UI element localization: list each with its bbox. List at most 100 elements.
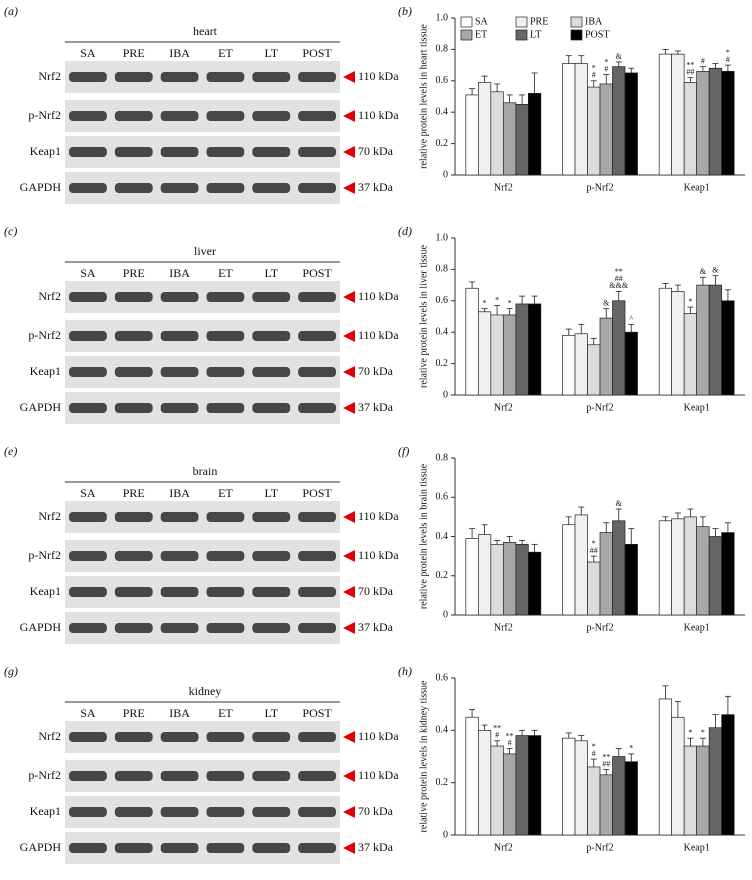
significance-mark: & bbox=[603, 298, 610, 307]
error-bar bbox=[578, 55, 585, 64]
x-tick-label: Nrf2 bbox=[494, 402, 513, 413]
error-bar bbox=[603, 769, 610, 775]
bar bbox=[515, 303, 529, 396]
row-label: Nrf2 bbox=[38, 509, 61, 523]
bar bbox=[696, 284, 710, 396]
band bbox=[114, 623, 153, 633]
y-tick-label: 0 bbox=[443, 609, 448, 620]
lane-label: LT bbox=[264, 46, 278, 60]
error-bar bbox=[712, 528, 719, 537]
bar bbox=[527, 93, 542, 176]
arrow bbox=[343, 806, 355, 818]
bar bbox=[671, 53, 685, 176]
legend-swatch bbox=[460, 16, 473, 28]
error-bar bbox=[506, 748, 513, 754]
band bbox=[206, 512, 245, 522]
size-label: 110 kDa bbox=[358, 108, 399, 122]
bar bbox=[721, 300, 735, 396]
band bbox=[69, 551, 107, 561]
lane-label: PRE bbox=[123, 706, 145, 720]
lane-label: ET bbox=[218, 266, 233, 280]
size-label: 110 kDa bbox=[358, 548, 399, 562]
band bbox=[206, 807, 245, 817]
band bbox=[206, 587, 245, 597]
significance-mark: * bbox=[726, 48, 730, 57]
band bbox=[206, 732, 245, 742]
x-tick-label: Nrf2 bbox=[494, 842, 513, 853]
band bbox=[252, 331, 291, 341]
error-bar bbox=[565, 328, 572, 336]
size-label: 110 kDa bbox=[358, 729, 399, 743]
size-label: 37 kDa bbox=[358, 840, 394, 854]
band bbox=[298, 732, 336, 742]
bar bbox=[624, 72, 638, 176]
y-tick-label: 0.4 bbox=[436, 531, 449, 542]
blot-strip bbox=[65, 172, 340, 204]
band bbox=[298, 551, 336, 561]
bar bbox=[587, 766, 601, 836]
error-bar bbox=[687, 737, 694, 747]
band bbox=[160, 623, 199, 633]
blot-strip bbox=[65, 796, 340, 828]
lane-label: PRE bbox=[123, 46, 145, 60]
y-axis-label: relative protein levels in kidney tissue bbox=[418, 680, 429, 832]
band bbox=[114, 367, 153, 377]
blot-strip bbox=[65, 721, 340, 753]
bar bbox=[624, 761, 638, 836]
error-bar bbox=[578, 506, 585, 515]
row-label: Nrf2 bbox=[38, 729, 61, 743]
y-tick-label: 0.2 bbox=[436, 358, 449, 369]
significance-mark: ** bbox=[506, 731, 514, 740]
bar bbox=[599, 83, 613, 176]
error-bar bbox=[590, 555, 597, 563]
band bbox=[206, 331, 245, 341]
bar bbox=[658, 287, 673, 396]
error-bar bbox=[699, 516, 706, 527]
band bbox=[206, 72, 245, 82]
lane-label: IBA bbox=[169, 266, 190, 280]
blot-title: liver bbox=[194, 244, 216, 258]
band bbox=[252, 732, 291, 742]
error-bar bbox=[506, 94, 513, 103]
band bbox=[252, 72, 291, 82]
band bbox=[206, 623, 245, 633]
size-label: 110 kDa bbox=[358, 509, 399, 523]
bar bbox=[502, 542, 517, 616]
bar bbox=[477, 311, 492, 396]
legend-swatch bbox=[570, 16, 583, 28]
band bbox=[298, 147, 336, 157]
band bbox=[160, 551, 199, 561]
lane-label: IBA bbox=[169, 706, 190, 720]
bar bbox=[477, 729, 492, 836]
significance-mark: * bbox=[592, 64, 596, 73]
lane-label: SA bbox=[80, 46, 96, 60]
bar bbox=[624, 331, 638, 396]
bar bbox=[515, 543, 529, 616]
y-tick-label: 0.4 bbox=[436, 725, 449, 736]
band bbox=[252, 771, 291, 781]
band bbox=[160, 403, 199, 413]
significance-mark: * bbox=[604, 57, 608, 66]
blot-strip bbox=[65, 760, 340, 792]
bar bbox=[587, 344, 601, 396]
band bbox=[206, 183, 245, 193]
significance-mark: ## bbox=[615, 274, 623, 283]
legend-swatch bbox=[460, 29, 473, 41]
error-bar bbox=[674, 701, 681, 718]
legend-label: IBA bbox=[585, 16, 603, 27]
bar bbox=[671, 716, 685, 836]
arrow bbox=[343, 291, 355, 303]
band bbox=[160, 807, 199, 817]
size-label: 37 kDa bbox=[358, 180, 394, 194]
size-label: 70 kDa bbox=[358, 584, 394, 598]
y-tick-label: 0.6 bbox=[436, 492, 449, 503]
arrow bbox=[343, 110, 355, 122]
blot-strip bbox=[65, 540, 340, 572]
bar bbox=[527, 303, 542, 396]
size-label: 110 kDa bbox=[358, 768, 399, 782]
error-bar bbox=[699, 276, 706, 286]
x-tick-label: Keap1 bbox=[684, 402, 710, 413]
bar bbox=[515, 103, 529, 176]
x-tick-label: Keap1 bbox=[684, 842, 710, 853]
